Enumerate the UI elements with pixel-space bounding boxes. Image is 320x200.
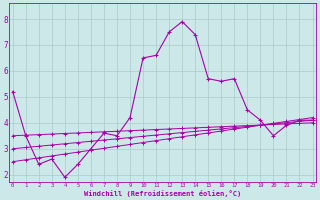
X-axis label: Windchill (Refroidissement éolien,°C): Windchill (Refroidissement éolien,°C) [84,190,241,197]
